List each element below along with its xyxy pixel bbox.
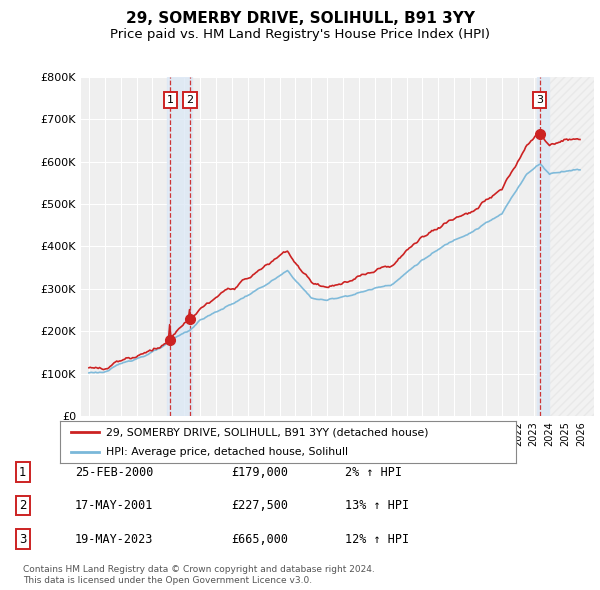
Text: £227,500: £227,500 [231,499,288,512]
Bar [536,77,549,416]
Text: 17-MAY-2001: 17-MAY-2001 [75,499,154,512]
Text: 1: 1 [19,466,26,478]
Text: 3: 3 [19,533,26,546]
Text: 2% ↑ HPI: 2% ↑ HPI [345,466,402,478]
Text: Price paid vs. HM Land Registry's House Price Index (HPI): Price paid vs. HM Land Registry's House … [110,28,490,41]
Text: 25-FEB-2000: 25-FEB-2000 [75,466,154,478]
Bar [167,77,192,416]
Text: 19-MAY-2023: 19-MAY-2023 [75,533,154,546]
Text: 12% ↑ HPI: 12% ↑ HPI [345,533,409,546]
Text: £665,000: £665,000 [231,533,288,546]
Text: Contains HM Land Registry data © Crown copyright and database right 2024.
This d: Contains HM Land Registry data © Crown c… [23,565,374,585]
Text: 29, SOMERBY DRIVE, SOLIHULL, B91 3YY (detached house): 29, SOMERBY DRIVE, SOLIHULL, B91 3YY (de… [106,427,428,437]
Text: 13% ↑ HPI: 13% ↑ HPI [345,499,409,512]
Text: 29, SOMERBY DRIVE, SOLIHULL, B91 3YY: 29, SOMERBY DRIVE, SOLIHULL, B91 3YY [125,11,475,25]
Text: £179,000: £179,000 [231,466,288,478]
Text: 2: 2 [19,499,26,512]
Text: 1: 1 [167,95,174,105]
Text: 2: 2 [187,95,194,105]
Text: 3: 3 [536,95,543,105]
Bar [550,77,597,416]
Bar [550,77,597,416]
Text: HPI: Average price, detached house, Solihull: HPI: Average price, detached house, Soli… [106,447,347,457]
